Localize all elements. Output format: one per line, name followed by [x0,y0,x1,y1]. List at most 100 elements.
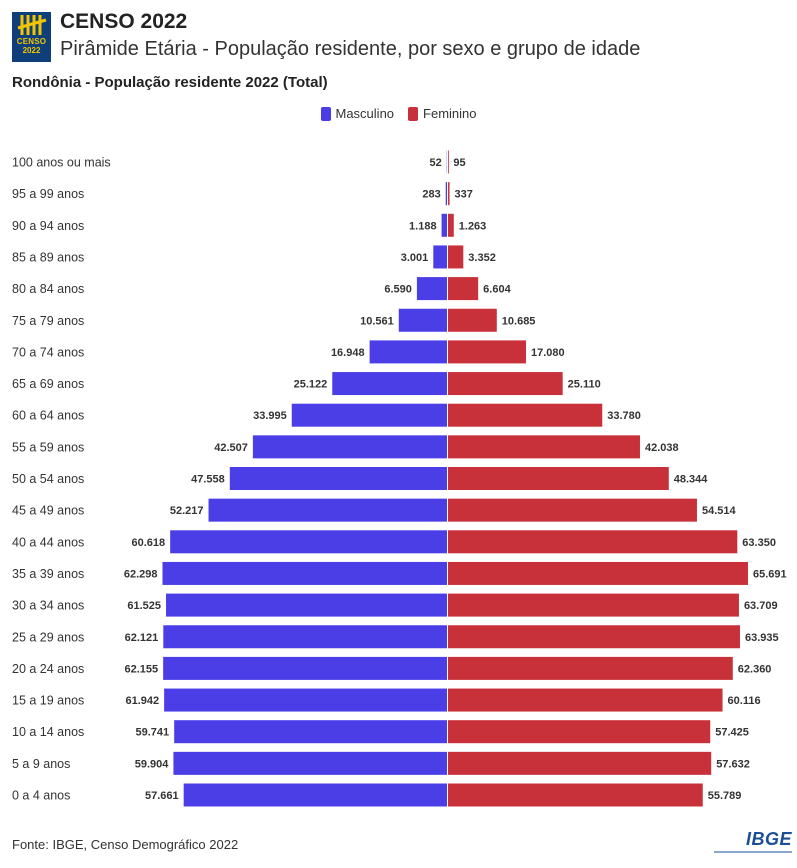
category-label-85-a-89-anos: 85 a 89 anos [12,250,84,264]
data-label-female-30-a-34-anos: 63.709 [744,600,778,612]
bar-female-25-a-29-anos[interactable] [448,625,740,649]
bar-female-95-a-99-anos[interactable] [448,182,450,206]
source-footnote: Fonte: IBGE, Censo Demográfico 2022 [12,837,239,852]
category-label-25-a-29-anos: 25 a 29 anos [12,630,84,644]
data-label-female-35-a-39-anos: 65.691 [753,568,787,580]
data-label-male-50-a-54-anos: 47.558 [191,474,225,486]
data-label-male-75-a-79-anos: 10.561 [360,315,394,327]
data-label-male-20-a-24-anos: 62.155 [124,663,158,675]
bar-female-40-a-44-anos[interactable] [448,530,738,554]
data-label-male-80-a-84-anos: 6.590 [384,284,412,296]
data-label-female-55-a-59-anos: 42.038 [645,442,679,454]
bar-female-70-a-74-anos[interactable] [448,340,527,364]
data-label-female-25-a-29-anos: 63.935 [745,632,779,644]
data-label-female-75-a-79-anos: 10.685 [502,315,536,327]
legend-label-male: Masculino [335,106,395,121]
data-label-male-40-a-44-anos: 60.618 [132,537,166,549]
bar-female-80-a-84-anos[interactable] [448,277,479,301]
bar-female-0-a-4-anos[interactable] [448,783,703,807]
bar-female-10-a-14-anos[interactable] [448,720,711,744]
category-label-35-a-39-anos: 35 a 39 anos [12,567,84,581]
data-label-female-60-a-64-anos: 33.780 [607,410,641,422]
data-label-female-85-a-89-anos: 3.352 [468,252,496,264]
data-label-female-40-a-44-anos: 63.350 [742,537,776,549]
legend-swatch-female [408,106,419,121]
category-label-10-a-14-anos: 10 a 14 anos [12,725,84,739]
bar-male-80-a-84-anos[interactable] [416,277,447,301]
bar-female-100-anos-ou-mais[interactable] [448,150,449,174]
bar-female-60-a-64-anos[interactable] [448,403,603,427]
legend-item-male[interactable]: Masculino [320,106,395,121]
bar-male-30-a-34-anos[interactable] [166,593,447,617]
data-label-male-100-anos-ou-mais: 52 [430,157,442,169]
data-label-female-20-a-24-anos: 62.360 [738,663,772,675]
censo-logo: CENSO 2022 [12,12,51,62]
category-label-5-a-9-anos: 5 a 9 anos [12,757,70,771]
category-label-15-a-19-anos: 15 a 19 anos [12,694,84,708]
chart-legend: Masculino Feminino [0,106,797,121]
bar-male-45-a-49-anos[interactable] [208,498,447,522]
legend-label-female: Feminino [423,106,477,121]
legend-item-female[interactable]: Feminino [408,106,477,121]
category-label-20-a-24-anos: 20 a 24 anos [12,662,84,676]
bar-male-55-a-59-anos[interactable] [252,435,447,459]
bar-male-85-a-89-anos[interactable] [433,245,447,269]
chart-title: Rondônia - População residente 2022 (Tot… [12,74,328,91]
bar-male-75-a-79-anos[interactable] [398,308,447,332]
bar-male-60-a-64-anos[interactable] [291,403,447,427]
bar-female-55-a-59-anos[interactable] [448,435,640,459]
bar-female-75-a-79-anos[interactable] [448,308,497,332]
bar-male-0-a-4-anos[interactable] [183,783,447,807]
bar-male-95-a-99-anos[interactable] [445,182,447,206]
bar-male-40-a-44-anos[interactable] [170,530,448,554]
category-label-100-anos-ou-mais: 100 anos ou mais [12,156,111,170]
bar-male-65-a-69-anos[interactable] [332,372,447,396]
legend-swatch-male [320,106,331,121]
bar-male-25-a-29-anos[interactable] [163,625,448,649]
bar-female-45-a-49-anos[interactable] [448,498,697,522]
bar-female-20-a-24-anos[interactable] [448,656,733,680]
category-label-30-a-34-anos: 30 a 34 anos [12,599,84,613]
bar-female-90-a-94-anos[interactable] [448,213,454,237]
data-label-female-0-a-4-anos: 55.789 [708,790,742,802]
bar-female-5-a-9-anos[interactable] [448,751,712,775]
bar-male-10-a-14-anos[interactable] [174,720,447,744]
ibge-underline [714,851,792,853]
data-label-male-0-a-4-anos: 57.661 [145,790,179,802]
data-label-female-45-a-49-anos: 54.514 [702,505,737,517]
tally-marks-icon [17,15,46,35]
bar-female-65-a-69-anos[interactable] [448,372,563,396]
category-label-40-a-44-anos: 40 a 44 anos [12,535,84,549]
bar-male-35-a-39-anos[interactable] [162,561,447,585]
category-label-65-a-69-anos: 65 a 69 anos [12,377,84,391]
data-label-male-5-a-9-anos: 59.904 [135,758,170,770]
category-label-70-a-74-anos: 70 a 74 anos [12,345,84,359]
bar-male-90-a-94-anos[interactable] [441,213,447,237]
bar-female-30-a-34-anos[interactable] [448,593,739,617]
data-label-male-10-a-14-anos: 59.741 [136,727,170,739]
data-label-male-15-a-19-anos: 61.942 [125,695,159,707]
bar-male-15-a-19-anos[interactable] [164,688,447,712]
data-label-male-45-a-49-anos: 52.217 [170,505,204,517]
bar-female-85-a-89-anos[interactable] [448,245,464,269]
bar-male-20-a-24-anos[interactable] [163,656,448,680]
bar-female-35-a-39-anos[interactable] [448,561,748,585]
bar-male-5-a-9-anos[interactable] [173,751,447,775]
data-label-female-90-a-94-anos: 1.263 [459,220,487,232]
data-label-male-60-a-64-anos: 33.995 [253,410,287,422]
ibge-wordmark: IBGE [745,829,792,849]
bar-male-50-a-54-anos[interactable] [229,467,447,490]
data-label-female-50-a-54-anos: 48.344 [674,474,709,486]
bar-female-15-a-19-anos[interactable] [448,688,723,712]
data-label-male-85-a-89-anos: 3.001 [401,252,429,264]
bar-male-70-a-74-anos[interactable] [369,340,447,364]
category-label-55-a-59-anos: 55 a 59 anos [12,440,84,454]
data-label-female-100-anos-ou-mais: 95 [453,157,465,169]
data-label-female-5-a-9-anos: 57.632 [716,758,750,770]
bar-female-50-a-54-anos[interactable] [448,467,669,490]
data-label-male-65-a-69-anos: 25.122 [294,379,328,391]
category-label-50-a-54-anos: 50 a 54 anos [12,472,84,486]
data-label-male-25-a-29-anos: 62.121 [125,632,159,644]
category-label-75-a-79-anos: 75 a 79 anos [12,314,84,328]
